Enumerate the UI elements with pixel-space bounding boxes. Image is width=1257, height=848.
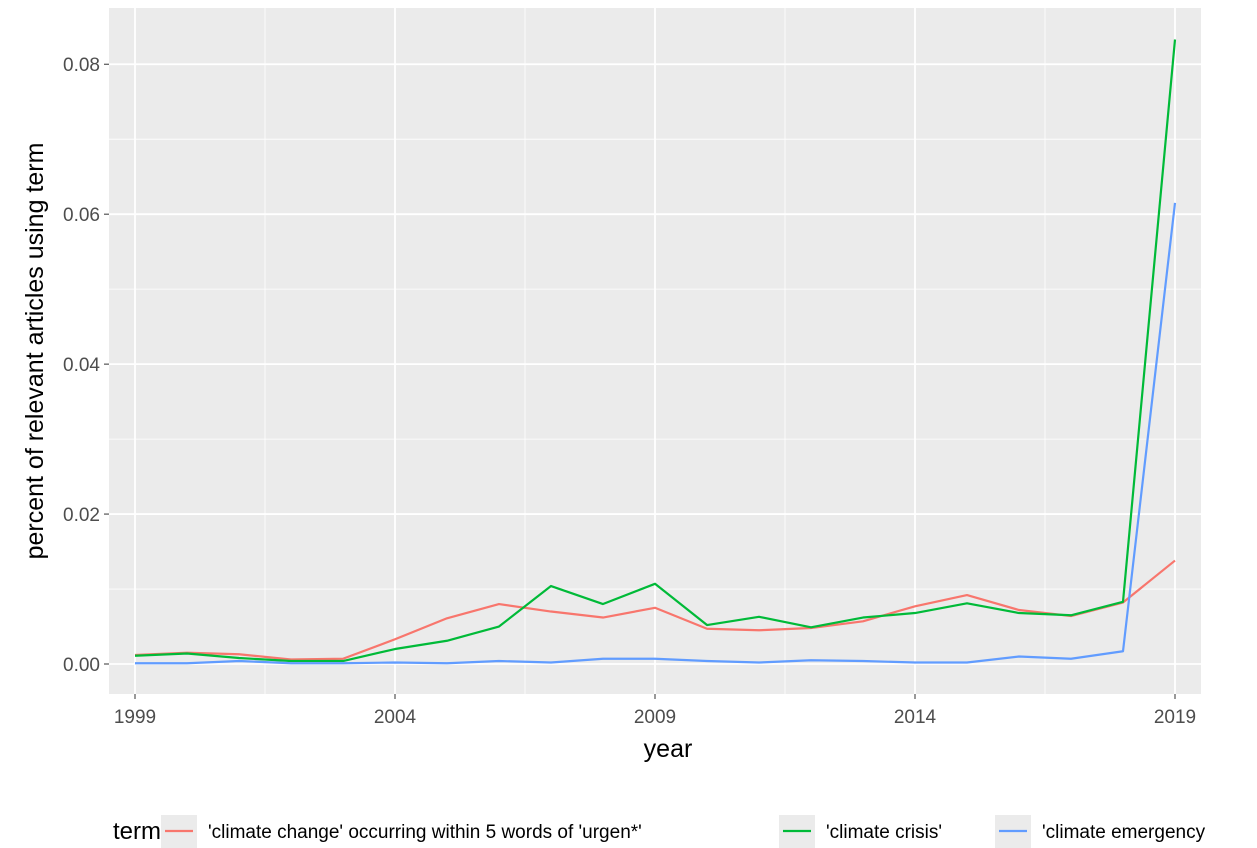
x-tick-label: 1999	[114, 707, 156, 728]
legend-title: term	[113, 818, 161, 845]
x-tick-label: 2014	[894, 707, 937, 728]
legend: term 'climate change' occurring within 5…	[113, 815, 1206, 848]
x-tick-label: 2019	[1154, 707, 1196, 728]
y-tick-label: 0.02	[63, 505, 100, 526]
y-tick-label: 0.04	[63, 355, 100, 376]
y-axis-title: percent of relevant articles using term	[21, 143, 49, 560]
series-line-3	[135, 202, 1177, 665]
x-tick-label: 2009	[634, 707, 676, 728]
x-axis-title: year	[644, 735, 693, 763]
legend-label: 'climate crisis'	[826, 822, 942, 843]
x-tick-label: 2004	[374, 707, 417, 728]
y-tick-label: 0.06	[63, 205, 100, 226]
series-line-1	[134, 559, 1176, 661]
legend-label: 'climate change' occurring within 5 word…	[208, 822, 642, 843]
x-axis: 1999 2004 2009 2014 2019	[114, 694, 1196, 728]
y-tick-label: 0.00	[63, 655, 100, 676]
series-line-2	[134, 39, 1177, 663]
y-axis: 0.00 0.02 0.04 0.06 0.08	[63, 55, 109, 676]
plot-panel	[109, 8, 1201, 694]
y-tick-label: 0.08	[63, 55, 100, 76]
legend-label: 'climate emergency	[1042, 822, 1206, 843]
